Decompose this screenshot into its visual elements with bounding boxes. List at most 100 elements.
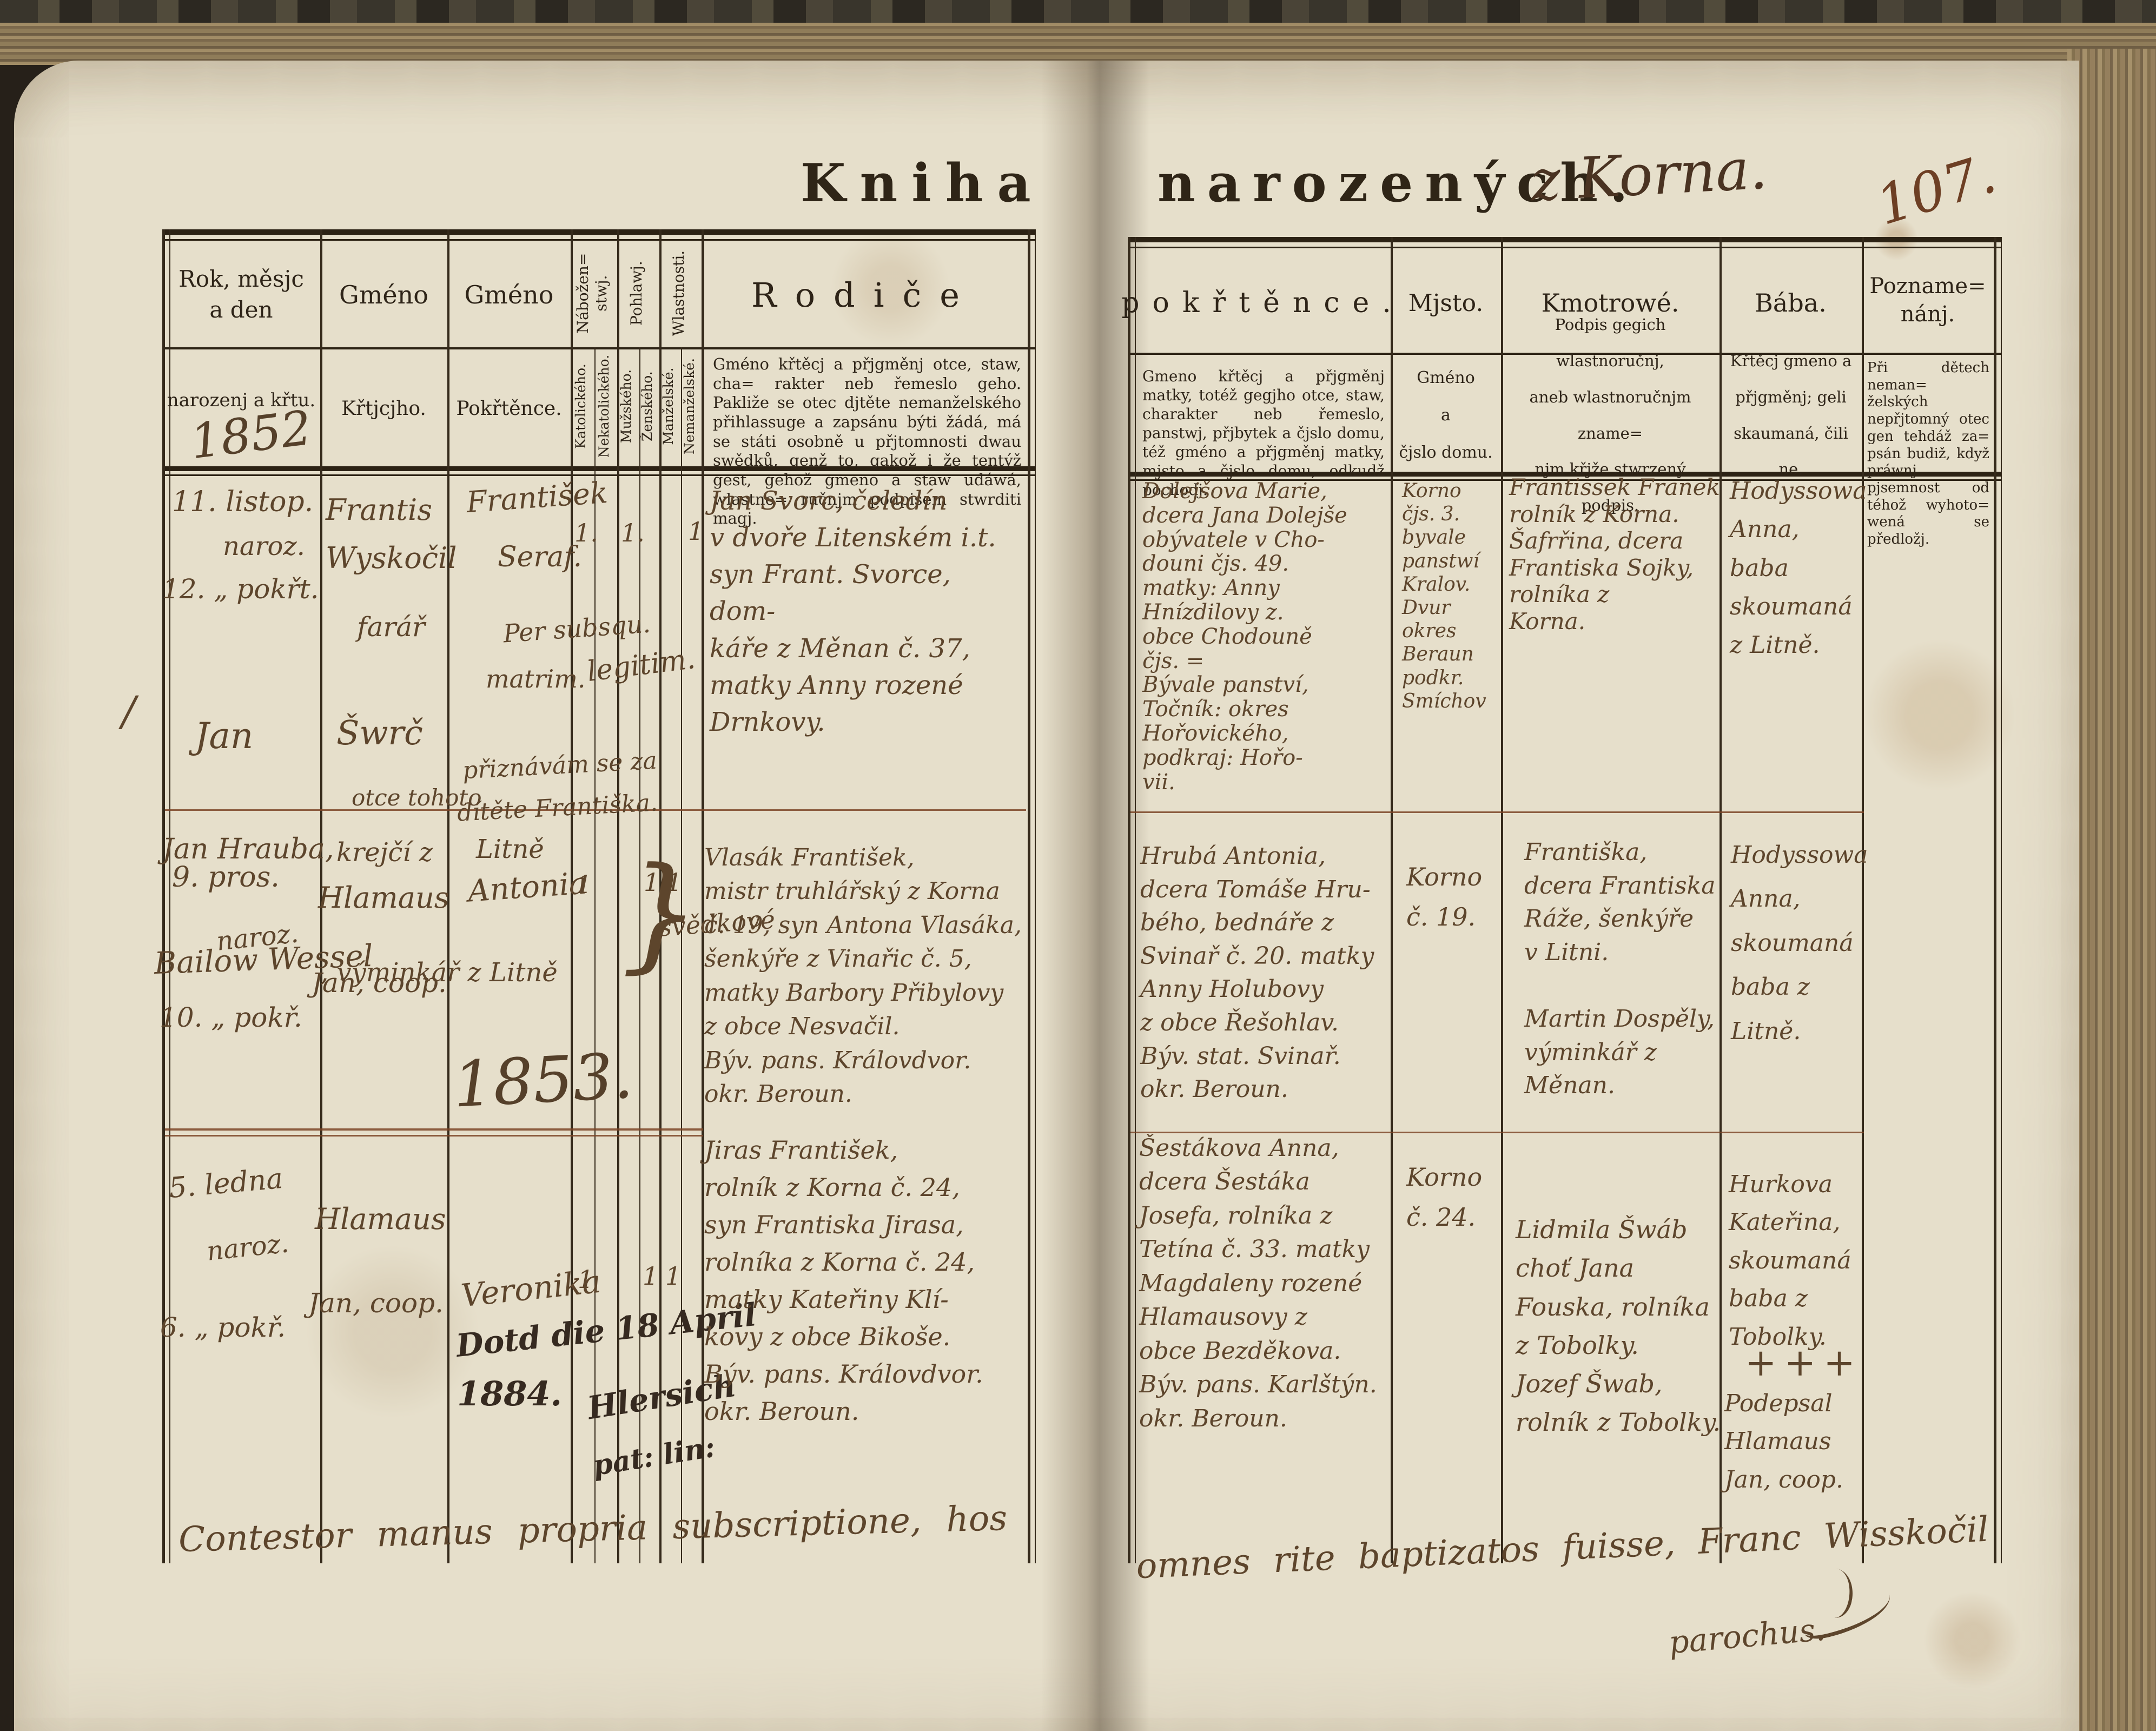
left-header-bottom-rule-thin	[162, 474, 1036, 476]
left-entry1-2-rule	[165, 809, 1026, 811]
entry1-birth-label: naroz.	[223, 531, 305, 561]
left-katolickeho-label: Katolického.	[573, 364, 588, 449]
entry3-godparents: Lidmila Šwáb choť Jana Fouska, rolníka z…	[1516, 1215, 1721, 1437]
entry1-child-jan: Jan	[195, 715, 254, 757]
left-col2-divider	[447, 229, 449, 1563]
entry1-father-signature: Šwrč	[336, 713, 423, 752]
paper-stains	[14, 61, 2079, 1731]
entry1-baptizer: Frantis Wyskočil	[326, 493, 457, 576]
left-header-bottom-rule	[162, 466, 1036, 471]
entry1-tick-illegitimate: 1	[688, 517, 704, 546]
left-nab-sub-divider	[594, 347, 596, 1563]
entry2-baptizer-title: Jan, coop.	[312, 967, 447, 999]
right-table-top-rule-thin	[1128, 247, 2001, 248]
entry2-baptizer: Hlamaus	[318, 881, 449, 915]
right-misto-title: Mjsto.	[1408, 289, 1484, 317]
right-header-bottom-rule-thin	[1128, 479, 2001, 481]
right-kmotrove-divider	[1719, 237, 1722, 1563]
left-border-right-outer	[1028, 229, 1030, 1563]
entry2-tick-legitimate: 1	[666, 868, 683, 897]
right-pokrtence-divider	[1391, 237, 1393, 1563]
entry1-declaration-line2: otce tohoto	[352, 784, 482, 811]
left-border-right-inner	[1035, 229, 1036, 1563]
entry3-place: Korno č. 24.	[1406, 1162, 1483, 1232]
entry3-midwife: Hurkova Kateřina, skoumaná baba z Tobolk…	[1729, 1171, 1851, 1351]
entry2-midwife: Hodyssowa Anna, skoumaná baba z Litně.	[1731, 841, 1868, 1045]
entry1-birth-date: 11. listop.	[172, 486, 314, 518]
entry1-margin-mark: ∕	[122, 687, 136, 735]
left-1853-rule-b	[165, 1135, 703, 1137]
left-wlast-title: Wlastnosti.	[670, 250, 687, 336]
left-pohl-title: Pohlawj.	[627, 261, 645, 326]
left-col1-divider	[320, 229, 322, 1563]
left-col1-title: Rok, měsjc a den	[178, 266, 304, 323]
left-rodice-description: Gméno křtěcj a přjgměnj otce, staw, cha=…	[713, 355, 1021, 528]
entry1-witness-brace: }	[621, 841, 700, 986]
entry1-witness1-name: Jan Hrauba,	[162, 833, 334, 865]
entry2-tick-catholic: 1	[576, 870, 592, 899]
gutter-shadow	[1041, 61, 1149, 1731]
entry2-mother-details: Hrubá Antonia, dcera Tomáše Hru- bého, b…	[1140, 842, 1374, 1104]
left-table-top-rule-thin	[162, 239, 1036, 241]
left-nekatolickeho-label: Nekatolického.	[596, 354, 612, 458]
entry1-tick-male: 1.	[621, 518, 645, 547]
entry2-father-details: Vlasák František, mistr truhlářský z Kor…	[704, 844, 1022, 1108]
left-header-row1-divider	[162, 347, 1036, 349]
left-wlast-sub-divider	[681, 347, 682, 1563]
left-nemanzelske-label: Nemanželské.	[682, 358, 697, 455]
entry1-witness2-occupation: , výminkář z Litně	[320, 957, 558, 988]
right-border-inner	[1135, 237, 1136, 1563]
paper-spread	[14, 61, 2079, 1731]
title-kniha: Kniha	[801, 153, 1045, 214]
title-z-korna-handwritten: z Korna.	[1529, 135, 1769, 214]
entry3-mother-details: Šestákova Anna, dcera Šestáka Josefa, ro…	[1139, 1134, 1377, 1432]
entry1-child-name2: Seraf.	[498, 541, 583, 573]
left-muzskeho-label: Mužského.	[618, 369, 634, 444]
left-rodice-title: Rodiče	[751, 275, 978, 315]
right-baba-title: Bába.	[1755, 288, 1827, 318]
entry1-witness1-place: Litně	[476, 834, 544, 864]
left-border-inner	[169, 229, 170, 1563]
left-col3-divider	[571, 229, 573, 1563]
right-kmotrove-description: Podpis gegich wlastnoručnj, aneb wlastno…	[1529, 315, 1691, 514]
entry3-midwife-signed-by: Podepsal Hlamaus Jan, coop.	[1724, 1390, 1843, 1494]
right-kmotrove-title: Kmotrowé.	[1541, 288, 1679, 318]
left-nab-title: Nábožen= stwj.	[574, 253, 610, 334]
entry3-baptism-date: 6. „ pokř.	[160, 1312, 286, 1343]
entry1-note-matrim: matrim.	[486, 664, 586, 693]
entry2-place: Korno č. 19.	[1406, 862, 1483, 931]
left-zenskeho-label: Ženského.	[639, 371, 655, 441]
right-border-right-inner	[2001, 237, 2002, 1563]
entry2-birth-date: 9. pros.	[172, 861, 280, 894]
right-header-row1-divider	[1128, 353, 2001, 355]
entry2-godparents: Františka, dcera Frantiska Ráže, šenkýře…	[1524, 838, 1716, 1100]
left-wlast-rodice-divider	[702, 229, 704, 1563]
left-col3-subtitle: Pokřtěnce.	[456, 397, 562, 420]
left-table-top-rule	[162, 229, 1036, 235]
book-cover-top	[0, 0, 2156, 25]
right-baba-divider	[1862, 237, 1864, 1563]
page-edge-stack-top	[0, 23, 2156, 65]
entry3-baptizer: Hlamaus	[315, 1202, 446, 1236]
entry3-baptizer-title: Jan, coop.	[308, 1287, 444, 1319]
right-entry2-3-rule	[1130, 1132, 1864, 1133]
entry2-tick-female: 1	[644, 868, 660, 897]
right-border-right-outer	[1994, 237, 1996, 1563]
right-pokrtence-title: pokřtěnce.	[1121, 287, 1404, 319]
right-misto-description: Gméno a čjslo domu.	[1399, 368, 1493, 462]
left-pohl-wlast-divider	[659, 229, 662, 1563]
left-col2-title: Gméno	[339, 280, 428, 309]
left-border-outer	[162, 229, 165, 1563]
right-pokrtence-description: Gmeno křtěcj a přjgměnj matky, totéž geg…	[1142, 367, 1385, 499]
entry1-baptism-date: 12. „ pokřt.	[162, 573, 319, 605]
year-1853-heading: 1853.	[451, 1039, 635, 1122]
entry3-tick-legitimate: 1	[665, 1261, 682, 1291]
right-header-bottom-rule	[1128, 472, 2001, 477]
title-narozenych: narozených.	[1158, 153, 1640, 214]
right-baba-description: Křtěcj gmeno a přjgměnj; geli skaumaná, …	[1730, 352, 1852, 479]
entry3-tick-female: 1	[643, 1261, 659, 1291]
left-1853-rule-a	[165, 1128, 703, 1131]
left-col1-subtitle: narozenj a křtu.	[167, 389, 316, 411]
entry3-tick-catholic: 1	[578, 1265, 594, 1294]
